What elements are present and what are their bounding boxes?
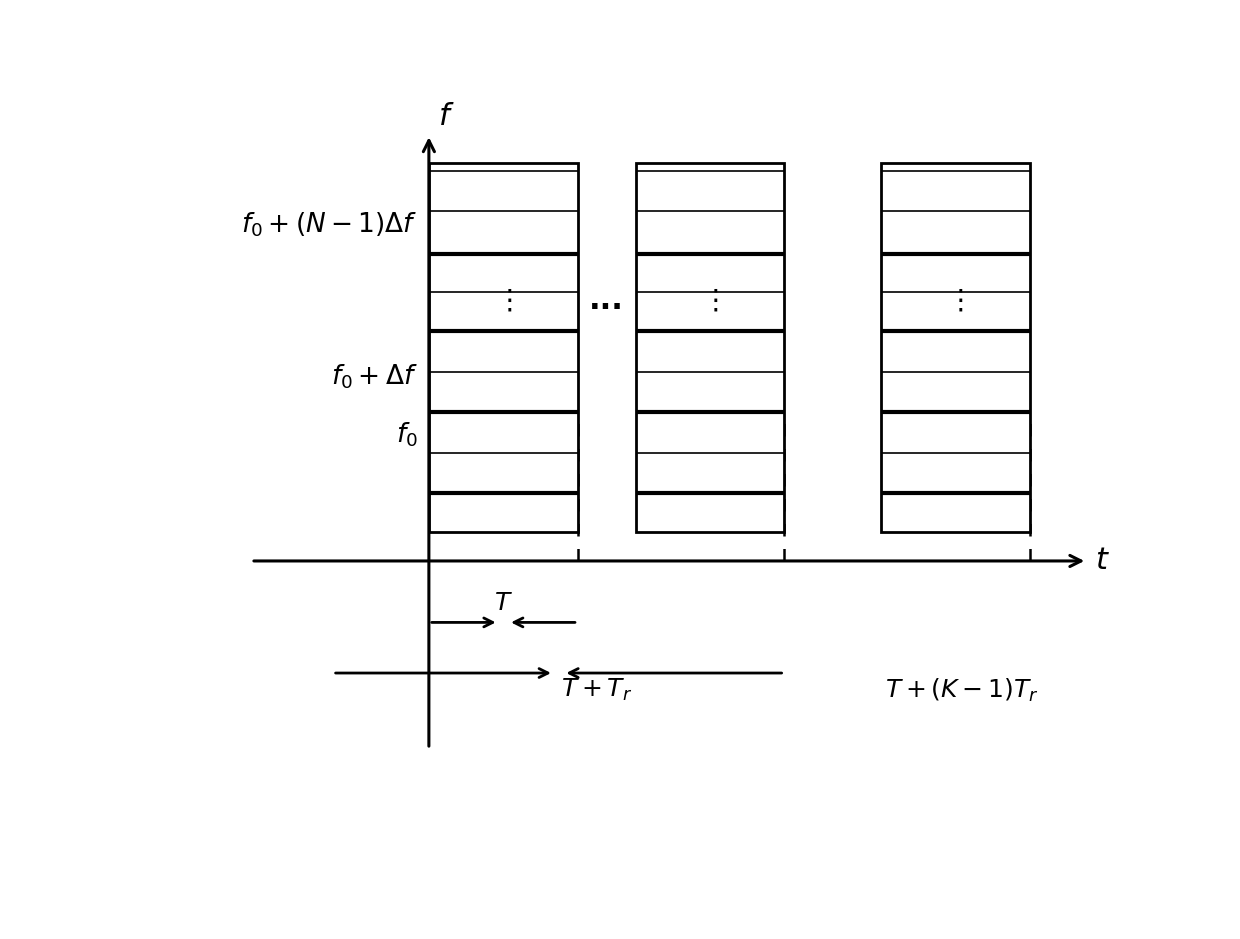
Text: $T+T_r$: $T+T_r$ [562,677,632,703]
Text: $f$: $f$ [439,101,455,131]
Text: $f_0+(N-1)\Delta f$: $f_0+(N-1)\Delta f$ [241,210,418,239]
Text: ...: ... [589,286,624,315]
Text: $\vdots$: $\vdots$ [702,286,719,315]
Text: $T$: $T$ [494,592,513,615]
Text: $f_0$: $f_0$ [396,420,418,449]
Bar [635,163,785,532]
Text: $\vdots$: $\vdots$ [946,286,963,315]
Text: $t$: $t$ [1095,546,1110,576]
Bar [880,163,1029,532]
Text: $f_0+\Delta f$: $f_0+\Delta f$ [331,362,418,391]
Text: $T+(K-1)T_r$: $T+(K-1)T_r$ [885,677,1039,704]
Bar [429,163,578,532]
Text: $\vdots$: $\vdots$ [495,286,512,315]
